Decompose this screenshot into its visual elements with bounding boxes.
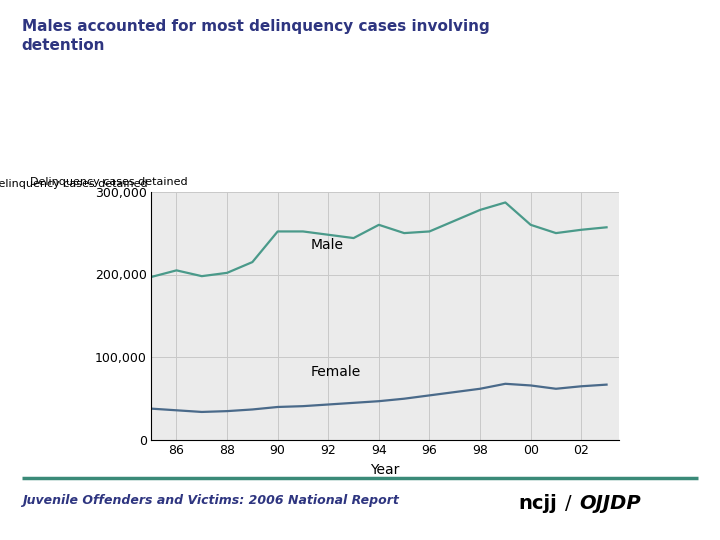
Text: /: / (565, 494, 572, 513)
Text: Delinquency cases detained: Delinquency cases detained (0, 179, 148, 189)
Text: Male: Male (310, 238, 343, 252)
Text: ncjj: ncjj (518, 494, 557, 513)
Text: OJJDP: OJJDP (580, 494, 642, 513)
X-axis label: Year: Year (371, 463, 400, 477)
Text: Males accounted for most delinquency cases involving: Males accounted for most delinquency cas… (22, 19, 490, 34)
Text: Delinquency cases detained: Delinquency cases detained (30, 177, 187, 187)
Text: Female: Female (310, 365, 361, 379)
Text: Juvenile Offenders and Victims: 2006 National Report: Juvenile Offenders and Victims: 2006 Nat… (22, 494, 398, 507)
Text: detention: detention (22, 38, 105, 53)
